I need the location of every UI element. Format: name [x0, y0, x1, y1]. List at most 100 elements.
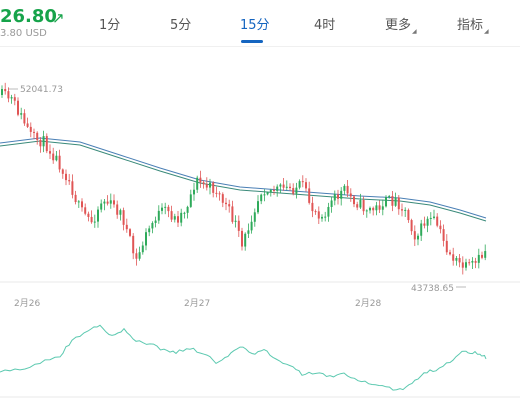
candle-body — [199, 177, 202, 183]
candle-body — [289, 186, 291, 189]
candle-body — [49, 151, 51, 154]
candle-body — [458, 257, 461, 263]
candle-body — [321, 216, 323, 219]
candle-body — [132, 235, 135, 254]
candle-body — [442, 229, 445, 241]
candle-body — [369, 207, 371, 211]
candle-body — [362, 199, 365, 212]
candlestick-series — [1, 82, 487, 275]
x-tick-label: 2月27 — [184, 298, 210, 309]
candle-body — [308, 188, 311, 203]
candle-body — [276, 186, 279, 191]
candle-body — [228, 204, 231, 207]
current-price: 26.80 — [0, 6, 57, 27]
candle-body — [17, 100, 19, 115]
candle-body — [13, 97, 16, 101]
candle-body — [282, 184, 285, 188]
candle-body — [135, 253, 138, 259]
candle-body — [103, 201, 106, 204]
candle-body — [161, 207, 163, 211]
moving-average-line-1 — [0, 137, 487, 219]
tab-1min[interactable]: 1分 — [99, 18, 121, 33]
candle-body — [177, 216, 179, 223]
candle-body — [26, 123, 29, 127]
candle-body — [225, 202, 227, 205]
candle-body — [138, 252, 141, 259]
candle-body — [311, 202, 314, 212]
candle-body — [129, 229, 131, 236]
high-price-label: 52041.73 — [20, 85, 63, 95]
candle-body — [465, 262, 467, 268]
dropdown-corner-icon: ◢ — [484, 28, 489, 35]
candle-body — [388, 196, 391, 198]
candle-body — [193, 189, 195, 195]
candle-body — [167, 206, 170, 212]
candle-body — [324, 216, 327, 218]
candle-body — [484, 251, 487, 258]
x-tick-label: 2月28 — [355, 298, 381, 309]
candle-body — [244, 233, 247, 247]
candle-body — [36, 132, 39, 140]
tab-more-label: 更多 — [385, 18, 412, 33]
tab-15min[interactable]: 15分 — [240, 18, 270, 33]
candle-body — [477, 254, 480, 263]
candle-body — [189, 194, 192, 207]
candle-body — [327, 206, 330, 217]
candle-body — [372, 207, 375, 211]
candle-body — [263, 194, 266, 196]
candle-body — [474, 260, 477, 263]
candle-body — [52, 153, 55, 161]
candle-body — [378, 205, 381, 210]
candle-body — [436, 216, 439, 226]
candle-body — [417, 235, 419, 240]
candle-body — [119, 210, 122, 215]
candle-body — [205, 184, 208, 188]
candle-body — [285, 186, 288, 188]
candle-body — [337, 194, 339, 199]
candle-body — [1, 89, 3, 95]
candle-body — [231, 206, 234, 222]
candle-body — [55, 155, 58, 161]
candle-body — [292, 188, 295, 194]
tab-5min[interactable]: 5分 — [170, 18, 192, 33]
candle-body — [61, 169, 64, 174]
candle-body — [253, 212, 256, 222]
candle-body — [58, 155, 61, 170]
candle-body — [106, 201, 109, 204]
tab-indicators-label: 指标 — [457, 18, 484, 33]
tab-indicators[interactable]: 指标◢ — [457, 14, 489, 35]
candle-body — [183, 212, 186, 214]
up-right-arrow-icon: ↗ — [52, 9, 65, 27]
candle-body — [196, 177, 199, 190]
candle-body — [420, 223, 423, 236]
candle-body — [202, 182, 205, 185]
candle-body — [157, 210, 160, 221]
candle-body — [33, 131, 35, 133]
candle-body — [154, 220, 157, 223]
candle-body — [4, 89, 7, 92]
candle-body — [356, 204, 359, 208]
candle-body — [349, 193, 352, 197]
candle-body — [170, 211, 173, 220]
candle-body — [180, 212, 183, 223]
candle-body — [148, 228, 151, 233]
tab-4hour[interactable]: 4时 — [314, 18, 336, 33]
candle-body — [353, 196, 355, 205]
candle-body — [113, 200, 115, 205]
candle-body — [295, 187, 298, 194]
candle-body — [212, 182, 215, 193]
candle-body — [241, 230, 243, 247]
candle-body — [173, 216, 176, 220]
candle-body — [375, 205, 378, 211]
candle-body — [279, 184, 282, 187]
candle-body — [317, 211, 320, 219]
candle-body — [77, 201, 80, 203]
indicator-line — [0, 324, 487, 391]
candle-body — [359, 199, 362, 208]
x-tick-label: 2月26 — [14, 298, 40, 309]
candle-body — [365, 210, 368, 212]
tab-more[interactable]: 更多◢ — [385, 14, 417, 35]
candle-body — [237, 220, 240, 231]
candle-body — [455, 257, 458, 261]
